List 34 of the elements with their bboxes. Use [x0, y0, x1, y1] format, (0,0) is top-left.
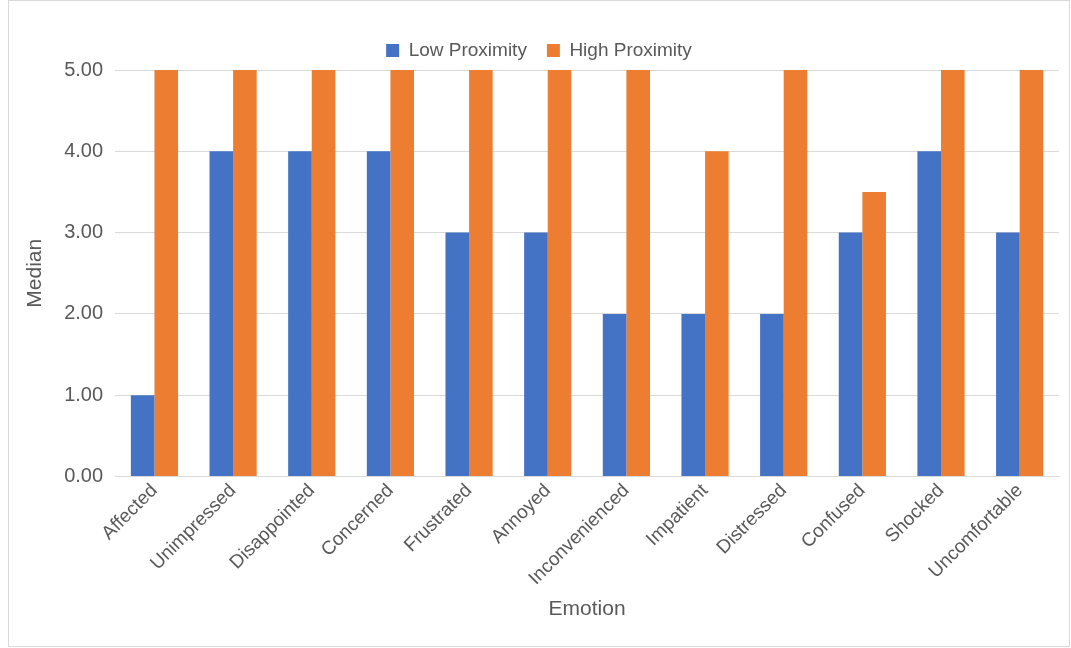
- bar: [1019, 70, 1044, 477]
- bar: [311, 70, 336, 477]
- x-axis-title: Emotion: [548, 596, 626, 620]
- bar: [917, 151, 942, 477]
- bar: [941, 70, 965, 477]
- bar: [838, 232, 863, 477]
- bar: [154, 70, 179, 477]
- bar: [996, 232, 1020, 477]
- legend-label: Low Proximity: [408, 38, 528, 60]
- bar: [705, 151, 729, 477]
- bar: [233, 70, 257, 477]
- bar: [602, 313, 627, 477]
- bar: [783, 70, 808, 477]
- legend-label: High Proximity: [569, 38, 693, 60]
- bar: [209, 151, 234, 477]
- y-tick-label: 2.00: [64, 301, 104, 324]
- bar: [366, 151, 391, 477]
- bar: [626, 70, 650, 477]
- y-tick-label: 1.00: [64, 382, 104, 405]
- y-tick-label: 4.00: [64, 138, 104, 161]
- bar: [288, 151, 312, 477]
- y-tick-label: 3.00: [64, 220, 104, 243]
- bar: [760, 313, 784, 477]
- y-tick-label: 5.00: [64, 57, 104, 80]
- bar: [390, 70, 415, 477]
- bar: [547, 70, 572, 477]
- bar: [469, 70, 493, 477]
- y-tick-label: 0.00: [64, 464, 104, 487]
- bar: [681, 313, 706, 477]
- bar: [445, 232, 470, 477]
- y-axis-title: Median: [22, 238, 46, 308]
- bar: [130, 395, 155, 477]
- bar: [862, 191, 886, 477]
- bar: [524, 232, 548, 477]
